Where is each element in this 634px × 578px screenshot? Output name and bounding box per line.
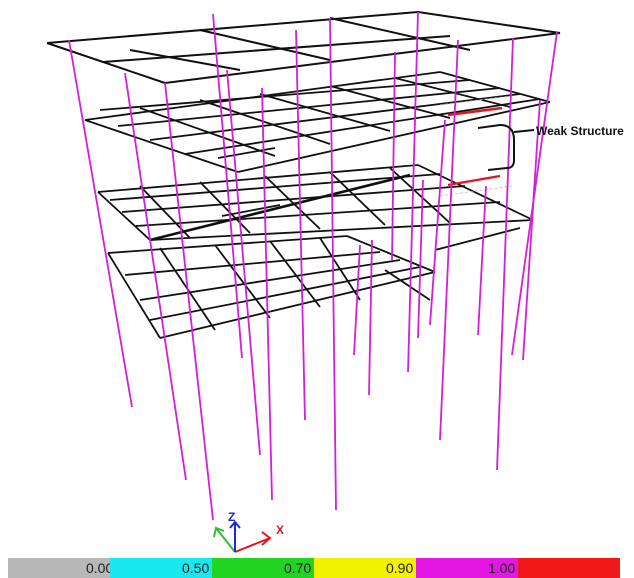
axis-z-label: Z <box>228 510 235 524</box>
legend-segment <box>518 558 620 578</box>
legend-segment-label: 0.00 <box>86 560 114 576</box>
floor-level-2-beams <box>97 164 534 242</box>
legend-segment: 0.70 <box>212 558 314 578</box>
legend-segment-label: 1.00 <box>488 560 516 576</box>
floor-level-1-beams <box>107 227 521 339</box>
floor-level-3-beams <box>84 71 551 173</box>
weak-structure-callout-bracket <box>477 124 535 171</box>
legend-segment-label: 0.90 <box>386 560 414 576</box>
axis-triad <box>213 520 272 553</box>
legend-segment: 0.50 <box>110 558 212 578</box>
legend-segment: 0.00 <box>8 558 114 578</box>
structural-model-view[interactable]: X Z <box>0 0 634 558</box>
legend-segment: 1.00 <box>416 558 518 578</box>
legend-segment-label: 0.50 <box>182 560 210 576</box>
weak-structure-ghost-outline <box>439 95 513 197</box>
roof-beam-grid <box>46 11 561 84</box>
legend-segment: 0.90 <box>314 558 416 578</box>
color-scale-legend: 0.00 0.50 0.70 0.90 1.00 <box>8 558 620 578</box>
legend-segment-label: 0.70 <box>284 560 312 576</box>
weak-structure-label: Weak Structure <box>536 124 624 138</box>
weak-structure-members <box>447 106 503 187</box>
columns <box>68 11 558 521</box>
axis-x-label: X <box>276 523 284 537</box>
